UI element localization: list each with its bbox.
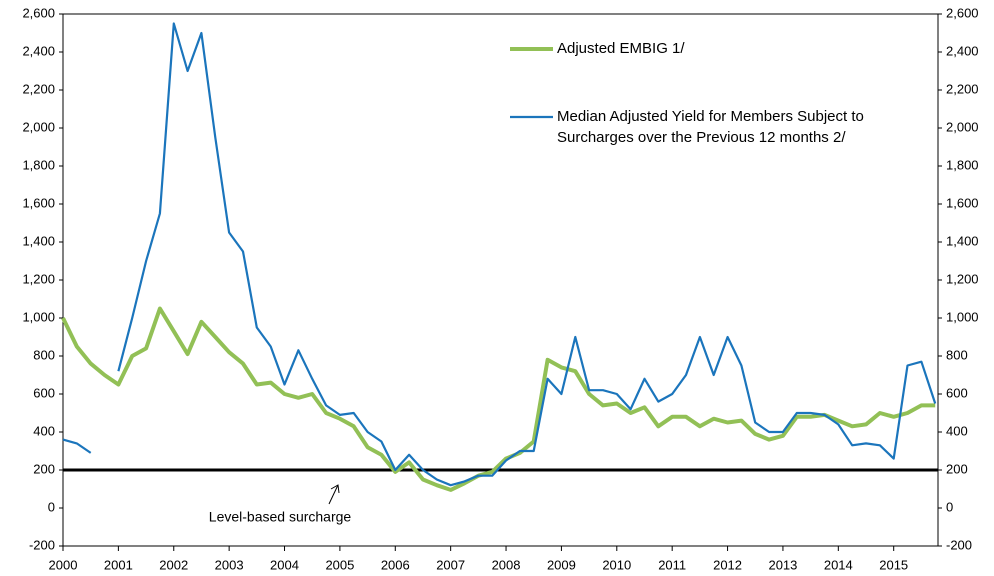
annotation-arrow — [328, 484, 340, 505]
y-tick-label: 2,600 — [22, 5, 55, 20]
y-tick-label: 0 — [48, 499, 55, 514]
x-tick-label: 2003 — [215, 557, 244, 572]
legend-label: Adjusted EMBIG 1/ — [557, 40, 685, 57]
series-line — [61, 306, 936, 492]
x-tick-label: 2004 — [270, 557, 299, 572]
x-tick-label: 2006 — [381, 557, 410, 572]
y2-tick-label: 2,000 — [946, 119, 979, 134]
x-tick-label: 2015 — [879, 557, 908, 572]
x-tick-label: 2010 — [602, 557, 631, 572]
y-tick-label: 1,600 — [22, 195, 55, 210]
y2-tick-label: 1,800 — [946, 157, 979, 172]
x-tick-label: 2007 — [436, 557, 465, 572]
y2-tick-label: 600 — [946, 385, 968, 400]
y-tick-label: 1,800 — [22, 157, 55, 172]
x-tick-label: 2012 — [713, 557, 742, 572]
x-tick-label: 2001 — [104, 557, 133, 572]
y2-tick-label: 0 — [946, 499, 953, 514]
y-tick-label: 2,000 — [22, 119, 55, 134]
annotation: Level-based surcharge — [209, 509, 352, 525]
y-tick-label: 400 — [33, 423, 55, 438]
y2-tick-label: 2,400 — [946, 43, 979, 58]
y-tick-label: 1,000 — [22, 309, 55, 324]
x-tick-label: 2005 — [325, 557, 354, 572]
legend-label: Median Adjusted Yield for Members Subjec… — [557, 108, 864, 146]
y-tick-label: 2,400 — [22, 43, 55, 58]
y-tick-label: 2,200 — [22, 81, 55, 96]
y-tick-label: 1,400 — [22, 233, 55, 248]
y2-tick-label: 800 — [946, 347, 968, 362]
x-tick-label: 2009 — [547, 557, 576, 572]
y-tick-label: 600 — [33, 385, 55, 400]
x-tick-label: 2002 — [159, 557, 188, 572]
y2-tick-label: 200 — [946, 461, 968, 476]
y2-tick-label: 1,400 — [946, 233, 979, 248]
y2-tick-label: 1,000 — [946, 309, 979, 324]
y-tick-label: 200 — [33, 461, 55, 476]
y2-tick-label: 2,200 — [946, 81, 979, 96]
x-tick-label: 2000 — [49, 557, 78, 572]
x-tick-label: 2014 — [824, 557, 853, 572]
y2-tick-label: 400 — [946, 423, 968, 438]
y-tick-label: 800 — [33, 347, 55, 362]
y-tick-label: 1,200 — [22, 271, 55, 286]
y2-tick-label: 1,200 — [946, 271, 979, 286]
y-tick-label: -200 — [29, 537, 55, 552]
x-tick-label: 2008 — [492, 557, 521, 572]
series-line — [62, 22, 937, 487]
y2-tick-label: 2,600 — [946, 5, 979, 20]
y2-tick-label: -200 — [946, 537, 972, 552]
x-tick-label: 2011 — [658, 557, 686, 572]
x-tick-label: 2013 — [768, 557, 797, 572]
y2-tick-label: 1,600 — [946, 195, 979, 210]
